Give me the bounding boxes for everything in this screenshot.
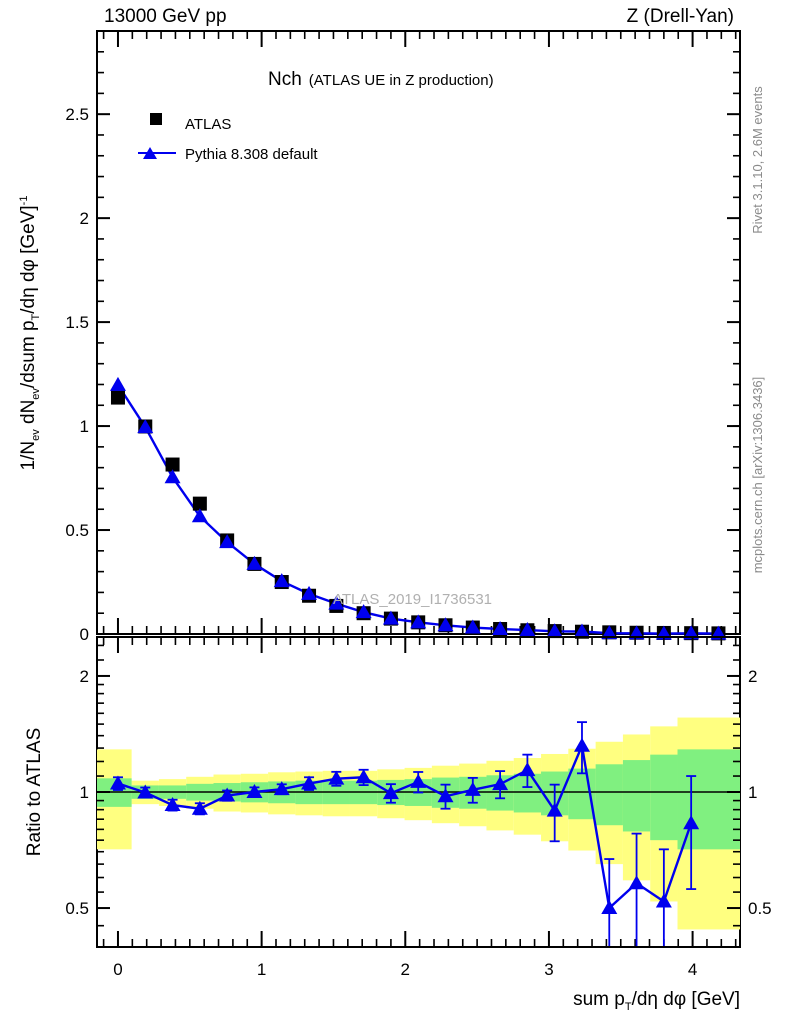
ratio-point-triangle [137, 784, 154, 799]
ratio-panel-x-ticklabels: 0 1 2 3 4 [113, 960, 697, 979]
main-panel-frame [96, 30, 741, 635]
legend-marker-triangle-icon [143, 147, 157, 159]
tick-label: 3 [544, 960, 553, 979]
tick-label: 1 [748, 783, 757, 802]
mc-point-triangle [382, 610, 399, 625]
legend-label-pythia[interactable]: Pythia 8.308 default [185, 146, 318, 163]
tick-label: 2 [80, 209, 89, 228]
ratio-point-triangle [273, 781, 290, 796]
tick-label: 2 [401, 960, 410, 979]
ratio-point-triangle [683, 815, 700, 830]
tick-label: 0.5 [65, 521, 89, 540]
ratio-point-triangle [546, 802, 563, 817]
legend-label-atlas[interactable]: ATLAS [185, 116, 231, 133]
ratio-point-triangle [355, 769, 372, 784]
ratio-point-triangle [164, 797, 181, 812]
mc-point-triangle [464, 619, 481, 634]
tick-label: 2 [748, 667, 757, 686]
data-point-square [110, 390, 125, 405]
mc-point-triangle [437, 617, 454, 632]
ratio-point-triangle [655, 893, 672, 908]
ratio-point-triangle [628, 875, 645, 890]
tick-label: 1 [80, 417, 89, 436]
main-y-axis-title: 1/Nev dNev/dsum pT/dη dφ [GeV]-1 [18, 196, 42, 471]
tick-label: 0.5 [65, 899, 89, 918]
plot-title-sub: (ATLAS UE in Z production) [309, 72, 494, 89]
plot-title: Nch (ATLAS UE in Z production) [268, 69, 494, 90]
mc-point-triangle [492, 621, 509, 636]
x-axis-title: sum pT/dη dφ [GeV] [573, 989, 740, 1013]
side-note-rivet-text: Rivet 3.1.10, 2.6M events [750, 86, 765, 234]
ratio-point-triangle [191, 800, 208, 815]
ratio-point-triangle [328, 770, 345, 785]
ratio-polyline [117, 741, 693, 911]
data-point-square [192, 496, 207, 511]
ratio-panel-ticks [97, 637, 740, 947]
ratio-point-triangle [410, 773, 427, 788]
mc-point-triangle [246, 555, 263, 570]
mc-point-triangle [628, 625, 645, 640]
mc-point-triangle [328, 595, 345, 610]
mc-point-triangle [273, 573, 290, 588]
ratio-y-axis-title: Ratio to ATLAS [24, 728, 45, 857]
tick-label: 2.5 [65, 105, 89, 124]
legend-marker-square-icon [150, 113, 162, 125]
band-inner [622, 760, 651, 832]
side-note-rivet: Rivet 3.1.10, 2.6M events [750, 86, 765, 234]
ratio-point-triangle [519, 762, 536, 777]
main-panel-y-ticklabels: 0 0.5 1 1.5 2 2.5 [65, 105, 89, 644]
tick-label: 4 [688, 960, 697, 979]
side-note-mcplots: mcplots.cern.ch [arXiv:1306.3436] [750, 377, 765, 574]
mc-point-triangle [219, 534, 236, 549]
band-inner [595, 764, 623, 826]
ratio-curve [117, 741, 693, 911]
ratio-point-triangle [601, 900, 618, 915]
mc-point-triangle [410, 614, 427, 629]
header-process-label: Z (Drell-Yan) [627, 6, 734, 27]
mc-point-triangle [683, 625, 700, 640]
plot-title-main: Nch [268, 69, 302, 90]
mc-point-triangle [546, 623, 563, 638]
tick-label: 0.5 [748, 899, 772, 918]
ratio-point-triangle [382, 785, 399, 800]
side-note-mcplots-text: mcplots.cern.ch [arXiv:1306.3436] [750, 377, 765, 574]
mc-point-triangle [137, 419, 154, 434]
band-inner [650, 754, 678, 841]
ratio-point-triangle [437, 788, 454, 803]
ratio-y-axis-title-text: Ratio to ATLAS [24, 728, 45, 857]
tick-label: 1 [257, 960, 266, 979]
ratio-point-triangle [109, 775, 126, 790]
ratio-panel-y-ticklabels: 0.5 0.5 1 1 2 2 [65, 667, 771, 918]
analysis-watermark: ATLAS_2019_I1736531 [333, 591, 492, 608]
mc-point-triangle [191, 508, 208, 523]
mc-point-triangle [601, 625, 618, 640]
mc-point-triangle [355, 604, 372, 619]
mc-point-triangle [301, 585, 318, 600]
mc-point-triangle [573, 623, 590, 638]
ratio-point-triangle [573, 737, 590, 752]
mc-point-triangle [164, 469, 181, 484]
tick-label: 0 [80, 625, 89, 644]
tick-label: 2 [80, 667, 89, 686]
tick-label: 1.5 [65, 313, 89, 332]
legend[interactable]: ATLAS Pythia 8.308 default [138, 113, 318, 163]
ratio-point-triangle [301, 775, 318, 790]
data-point-square [165, 457, 180, 472]
y-axis-title-text: 1/Nev dNev/dsum pT/dη dφ [GeV]-1 [18, 196, 42, 471]
mc-point-triangle [109, 376, 126, 391]
ratio-point-triangle [492, 776, 509, 791]
mc-point-triangle [519, 622, 536, 637]
ratio-point-triangle [464, 781, 481, 796]
tick-label: 1 [80, 783, 89, 802]
band-inner [568, 768, 596, 820]
ratio-markers [109, 737, 700, 915]
tick-label: 0 [113, 960, 122, 979]
ratio-point-triangle [219, 787, 236, 802]
ratio-point-triangle [246, 784, 263, 798]
header-beam-label: 13000 GeV pp [104, 6, 227, 27]
